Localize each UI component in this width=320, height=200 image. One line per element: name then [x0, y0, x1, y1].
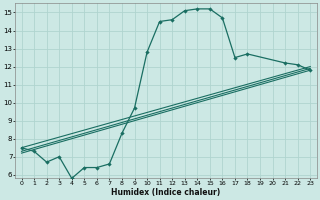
X-axis label: Humidex (Indice chaleur): Humidex (Indice chaleur)	[111, 188, 220, 197]
